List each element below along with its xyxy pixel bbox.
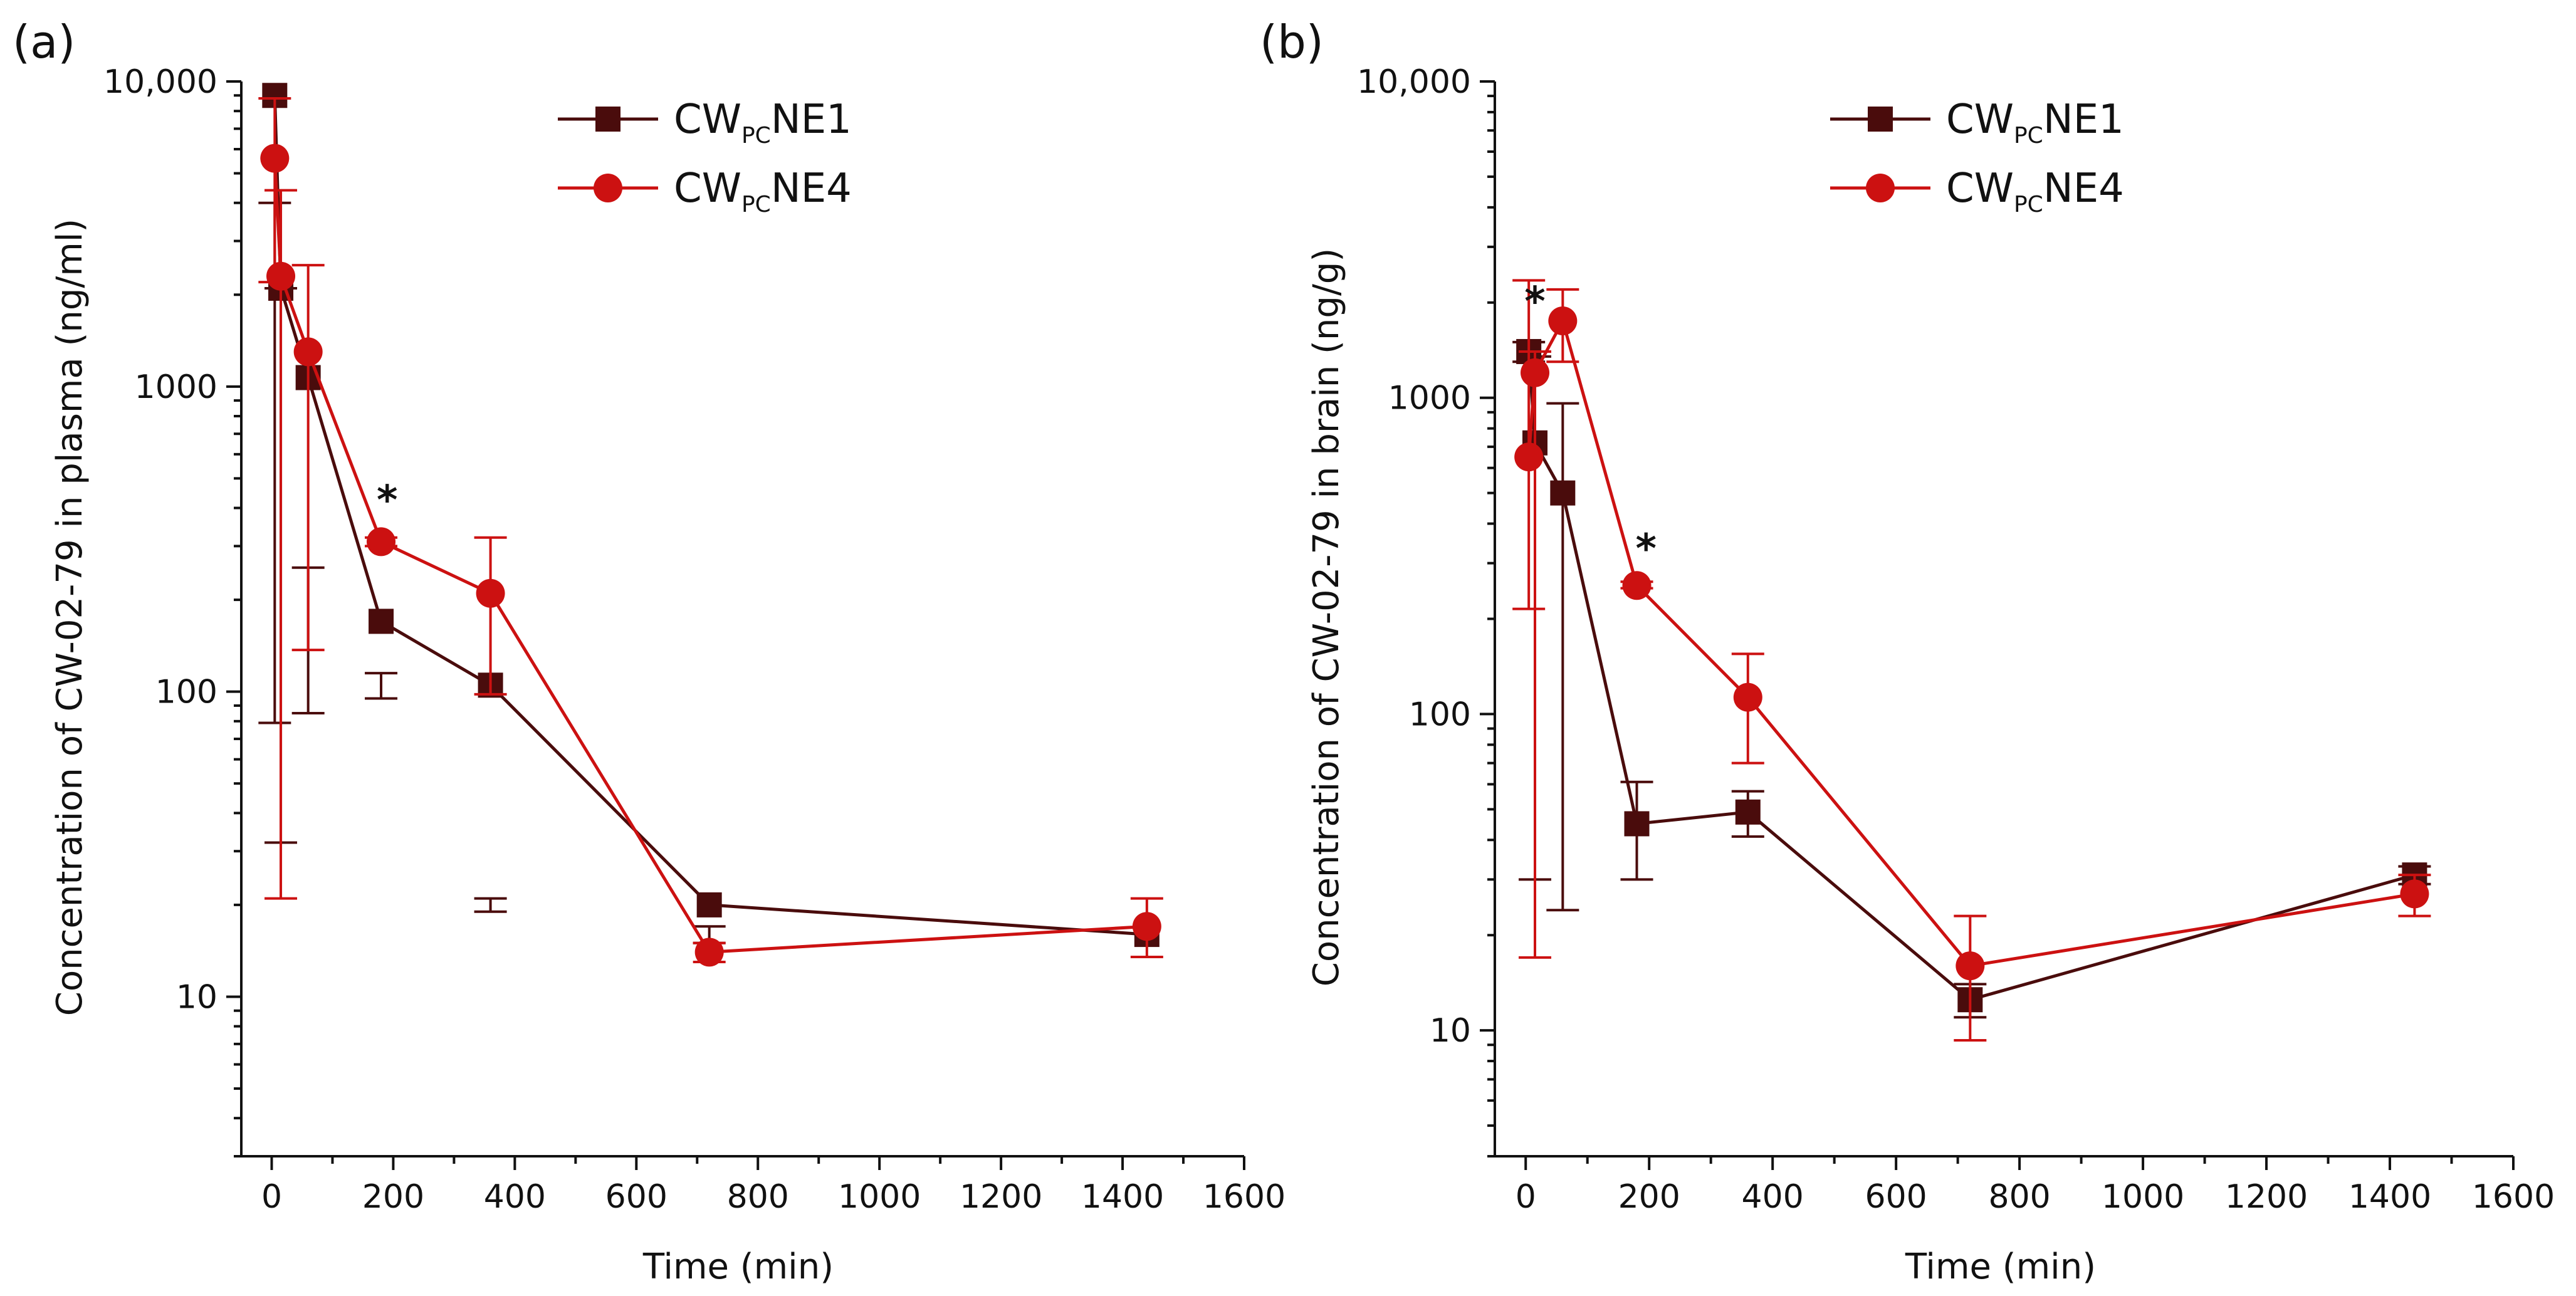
panel-b-x-tick-label: 400 [1742,1178,1804,1216]
panel-b-significance-star: * [1524,279,1545,325]
series-line [1527,316,2415,968]
panel-b-brain: (b) Time (min) Concentration of CW-02-79… [1260,16,2555,1287]
panel-a-legend-item-ne4: CWPCNE4 [558,165,852,217]
panel-b-legend-item-ne4: CWPCNE4 [1830,165,2124,217]
data-point-circle [1622,571,1652,600]
data-point-circle [266,261,296,291]
data-point-circle [476,578,505,608]
panel-a-y-tick-label: 1000 [135,368,217,406]
panel-a-y-tick-label: 10,000 [103,63,217,101]
legend-marker-circle [1866,174,1895,202]
data-point-circle [1956,951,1985,981]
legend-marker-square [595,107,620,132]
panel-b-series-ne4 [1512,279,2431,1042]
data-point-circle [1548,306,1578,336]
legend-label: CWPCNE1 [674,97,852,149]
panel-a-y-tick-label: 100 [155,674,217,711]
panel-b-label: (b) [1260,16,1324,68]
legend-marker-circle [594,174,622,202]
panel-a-x-tick-label: 600 [605,1178,668,1216]
panel-b-x-tick-label: 1200 [2225,1178,2308,1216]
panel-a-x-tick-label: 1000 [838,1178,921,1216]
panel-a-x-tick-label: 400 [484,1178,546,1216]
data-point-circle [2400,879,2429,909]
panel-b-y-tick-label: 100 [1409,696,1471,733]
panel-a-x-tick-label: 1200 [960,1178,1042,1216]
panel-b-x-tick-label: 1600 [2472,1178,2555,1216]
panel-a-y-axis-title: Concentration of CW-02-79 in plasma (ng/… [50,219,90,1016]
panel-a-x-tick-label: 200 [362,1178,424,1216]
data-point-circle [260,144,290,173]
panel-b-x-tick-label: 1000 [2102,1178,2184,1216]
panel-a-significance-star: * [377,478,397,524]
data-point-square [369,609,394,634]
panel-b-x-tick-label: 600 [1865,1178,1927,1216]
panel-b-y-tick-label: 1000 [1388,380,1471,417]
panel-a-label: (a) [13,16,75,68]
data-point-circle [1132,912,1161,941]
panel-b-x-tick-label: 800 [1988,1178,2050,1216]
panel-a-series-ne4 [258,97,1163,967]
data-point-circle [1733,682,1762,712]
legend-label: CWPCNE1 [1946,97,2124,149]
panel-a-x-tick-label: 800 [727,1178,789,1216]
series-line [1527,351,2416,1002]
legend-label: CWPCNE4 [1946,165,2124,217]
data-point-square [1624,811,1650,837]
panel-a-x-tick-label: 1400 [1081,1178,1164,1216]
panel-b-x-tick-label: 1400 [2348,1178,2431,1216]
legend-marker-square [1868,107,1893,132]
panel-a-legend-item-ne1: CWPCNE1 [558,97,852,149]
panel-b-x-tick-label: 0 [1516,1178,1536,1216]
series-line [273,158,1147,954]
panel-b-x-axis-title: Time (min) [1905,1246,2096,1287]
panel-a-x-tick-label: 1600 [1203,1178,1285,1216]
data-point-square [1550,480,1576,506]
data-point-square [1735,799,1761,825]
panel-b-legend-item-ne1: CWPCNE1 [1830,97,2124,149]
panel-a-x-axis-title: Time (min) [642,1246,834,1287]
data-point-circle [1521,358,1550,387]
panel-a-y-tick-label: 10 [176,978,217,1016]
data-point-circle [367,527,396,557]
data-point-square [696,892,722,917]
panel-b-x-tick-label: 200 [1618,1178,1680,1216]
panel-b-y-tick-label: 10 [1430,1012,1471,1050]
data-point-circle [694,938,724,967]
data-point-circle [293,337,323,367]
series-line [273,95,1148,936]
panel-b-significance-star: * [1636,526,1657,573]
panel-a-x-tick-label: 0 [261,1178,282,1216]
data-point-circle [1514,442,1544,472]
panel-b-y-tick-label: 10,000 [1357,63,1471,101]
legend-label: CWPCNE4 [674,165,852,217]
panel-a-plasma: (a) Time (min) Concentration of CW-02-79… [13,16,1285,1287]
panel-b-y-axis-title: Concentration of CW-02-79 in brain (ng/g… [1306,248,1347,986]
